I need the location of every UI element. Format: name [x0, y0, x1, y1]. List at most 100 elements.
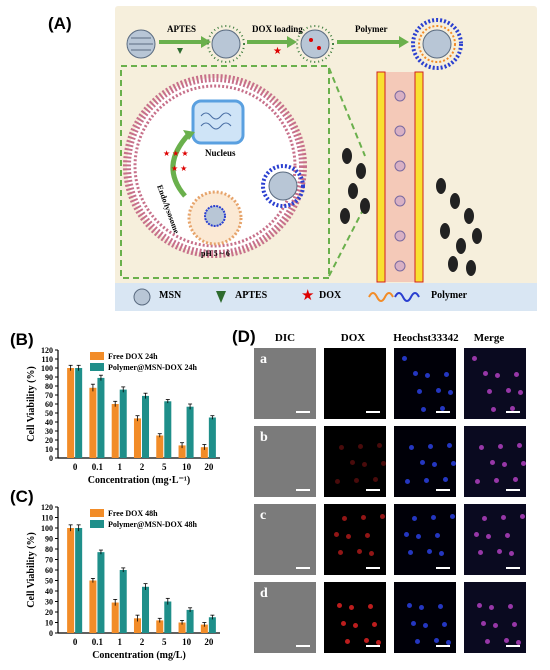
bar-polymer-dox	[208, 617, 216, 633]
scale-bar	[296, 489, 310, 491]
scale-bar	[436, 645, 450, 647]
micrograph-c-0: c	[254, 504, 316, 575]
y-tick-label: 10	[45, 445, 53, 454]
bar-free-dox	[67, 528, 75, 633]
legend-swatch	[90, 352, 104, 360]
y-tick-label: 30	[45, 598, 53, 607]
bar-polymer-dox	[75, 528, 83, 633]
y-tick-label: 100	[41, 524, 53, 533]
y-tick-label: 60	[45, 566, 53, 575]
legend-swatch	[90, 363, 104, 371]
legend-label: Polymer@MSN-DOX 48h	[108, 520, 198, 529]
x-tick-label: 10	[182, 462, 192, 472]
row-label: b	[260, 430, 268, 445]
step-arrow-3	[337, 36, 409, 48]
legend-swatch	[90, 520, 104, 528]
scale-bar	[436, 489, 450, 491]
schematic-figure: APTES DOX loading ★ Polymer	[115, 6, 537, 311]
bar-free-dox	[111, 404, 119, 458]
y-tick-label: 100	[41, 364, 53, 373]
step-arrow-1	[159, 36, 211, 48]
scale-bar	[506, 489, 520, 491]
scale-bar	[436, 411, 450, 413]
x-tick-label: 5	[162, 637, 167, 647]
x-axis-label: Concentration (mg/L)	[92, 650, 186, 661]
micrograph-c-3	[464, 504, 526, 575]
micrograph-d-0: d	[254, 582, 316, 653]
y-tick-label: 80	[45, 545, 53, 554]
y-tick-label: 20	[45, 608, 53, 617]
x-tick-label: 1	[117, 462, 122, 472]
bar-free-dox	[156, 620, 164, 633]
scale-bar	[366, 489, 380, 491]
polymer-wave-icon	[368, 292, 420, 302]
msn-dox-particle-icon	[296, 25, 334, 63]
x-axis-label: Concentration (mg·L⁻¹)	[88, 475, 190, 486]
bar-free-dox	[67, 368, 75, 458]
scale-bar	[366, 411, 380, 413]
x-tick-label: 0	[73, 637, 78, 647]
y-tick-label: 40	[45, 418, 53, 427]
col-header-hoechst: Heochst33342	[393, 332, 459, 344]
svg-text:★ ★: ★ ★	[171, 164, 187, 173]
y-tick-label: 120	[41, 503, 53, 512]
schematic-svg: APTES DOX loading ★ Polymer	[120, 18, 482, 283]
cell-inset-box	[120, 65, 330, 279]
scale-bar	[296, 567, 310, 569]
bar-free-dox	[89, 580, 97, 633]
y-tick-label: 90	[45, 373, 53, 382]
polymer-msn-particle-icon	[411, 18, 463, 70]
bar-polymer-dox	[97, 552, 105, 633]
micrograph-a-1	[324, 348, 386, 419]
row-label: c	[260, 508, 267, 523]
legend-label: Free DOX 24h	[108, 352, 158, 361]
x-tick-label: 20	[204, 462, 214, 472]
micrograph-d-2	[394, 582, 456, 653]
col-header-dox: DOX	[340, 332, 366, 344]
micrograph-a-0: a	[254, 348, 316, 419]
dox-stars: ★ ★ ★	[163, 149, 189, 158]
micrograph-a-2	[394, 348, 456, 419]
msn-sphere-icon	[133, 288, 151, 306]
y-tick-label: 60	[45, 400, 53, 409]
bar-free-dox	[111, 602, 119, 633]
bar-polymer-dox	[142, 395, 150, 458]
y-tick-label: 70	[45, 391, 53, 400]
scale-bar	[436, 567, 450, 569]
legend-dox: DOX	[319, 290, 342, 301]
y-tick-label: 0	[49, 454, 53, 463]
msn-aptes-particle-icon	[207, 25, 245, 63]
x-tick-label: 2	[140, 462, 145, 472]
scale-bar	[506, 567, 520, 569]
micrograph-a-3	[464, 348, 526, 419]
y-tick-label: 70	[45, 556, 53, 565]
aptes-triangle-icon	[177, 48, 183, 54]
bar-polymer-dox	[186, 609, 194, 633]
x-tick-label: 5	[162, 462, 167, 472]
x-tick-label: 10	[182, 637, 192, 647]
bar-free-dox	[178, 622, 186, 633]
scale-bar	[366, 645, 380, 647]
y-tick-label: 120	[41, 346, 53, 355]
col-header-dic: DIC	[274, 332, 296, 344]
micrograph-grid: DIC DOX Heochst33342 Merge a b c d	[254, 330, 544, 660]
y-axis-label: Cell Viability (%)	[26, 532, 37, 608]
bar-free-dox	[133, 418, 141, 458]
bar-free-dox	[200, 447, 208, 458]
y-tick-label: 40	[45, 587, 53, 596]
schematic-legend: MSN APTES ★ DOX Polymer	[115, 283, 537, 311]
tumor-cells-left	[340, 148, 370, 224]
bar-polymer-dox	[164, 401, 172, 458]
bar-free-dox	[89, 387, 97, 458]
legend-aptes: APTES	[235, 290, 268, 301]
y-tick-label: 50	[45, 409, 53, 418]
y-tick-label: 50	[45, 577, 53, 586]
y-tick-label: 110	[41, 355, 53, 364]
x-tick-label: 0	[73, 462, 78, 472]
step-label-aptes: APTES	[167, 24, 196, 34]
micrograph-c-1	[324, 504, 386, 575]
legend-label: Polymer@MSN-DOX 24h	[108, 363, 198, 372]
bar-free-dox	[156, 435, 164, 458]
y-axis-label: Cell Viability (%)	[26, 366, 37, 442]
